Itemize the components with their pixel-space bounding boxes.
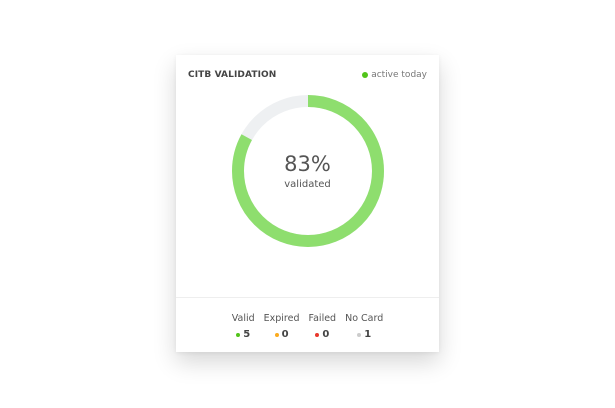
divider (176, 297, 439, 298)
percent-caption: validated (284, 179, 331, 190)
legend-value: 0 (281, 329, 289, 340)
donut-progress-arc (232, 95, 384, 247)
status-label: active today (371, 70, 427, 80)
legend-label: Expired (263, 313, 300, 324)
progress-donut (232, 95, 384, 247)
legend-label: Valid (231, 313, 255, 324)
status-dot-icon (362, 72, 369, 78)
card-title: CITB VALIDATION (188, 70, 277, 80)
legend-value: 0 (322, 329, 330, 340)
legend-value: 1 (364, 329, 372, 340)
percent-value: 83% (284, 152, 331, 176)
legend-label: Failed (308, 313, 337, 324)
dot-icon (236, 332, 241, 337)
dot-icon (315, 332, 320, 337)
legend-label: No Card (345, 313, 384, 324)
dot-icon (274, 332, 279, 337)
citb-validation-card: CITB VALIDATION active today 83% validat… (176, 55, 439, 352)
dot-icon (357, 332, 362, 337)
legend-item-failed: Failed 0 (309, 313, 337, 340)
legend-item-expired: Expired 0 (264, 313, 300, 340)
legend: Valid 5 Expired 0 Failed 0 No Card 1 (176, 313, 439, 340)
status-indicator: active today (362, 70, 427, 80)
legend-value: 5 (243, 329, 251, 340)
legend-item-no-card: No Card 1 (345, 313, 383, 340)
legend-item-valid: Valid 5 (232, 313, 255, 340)
